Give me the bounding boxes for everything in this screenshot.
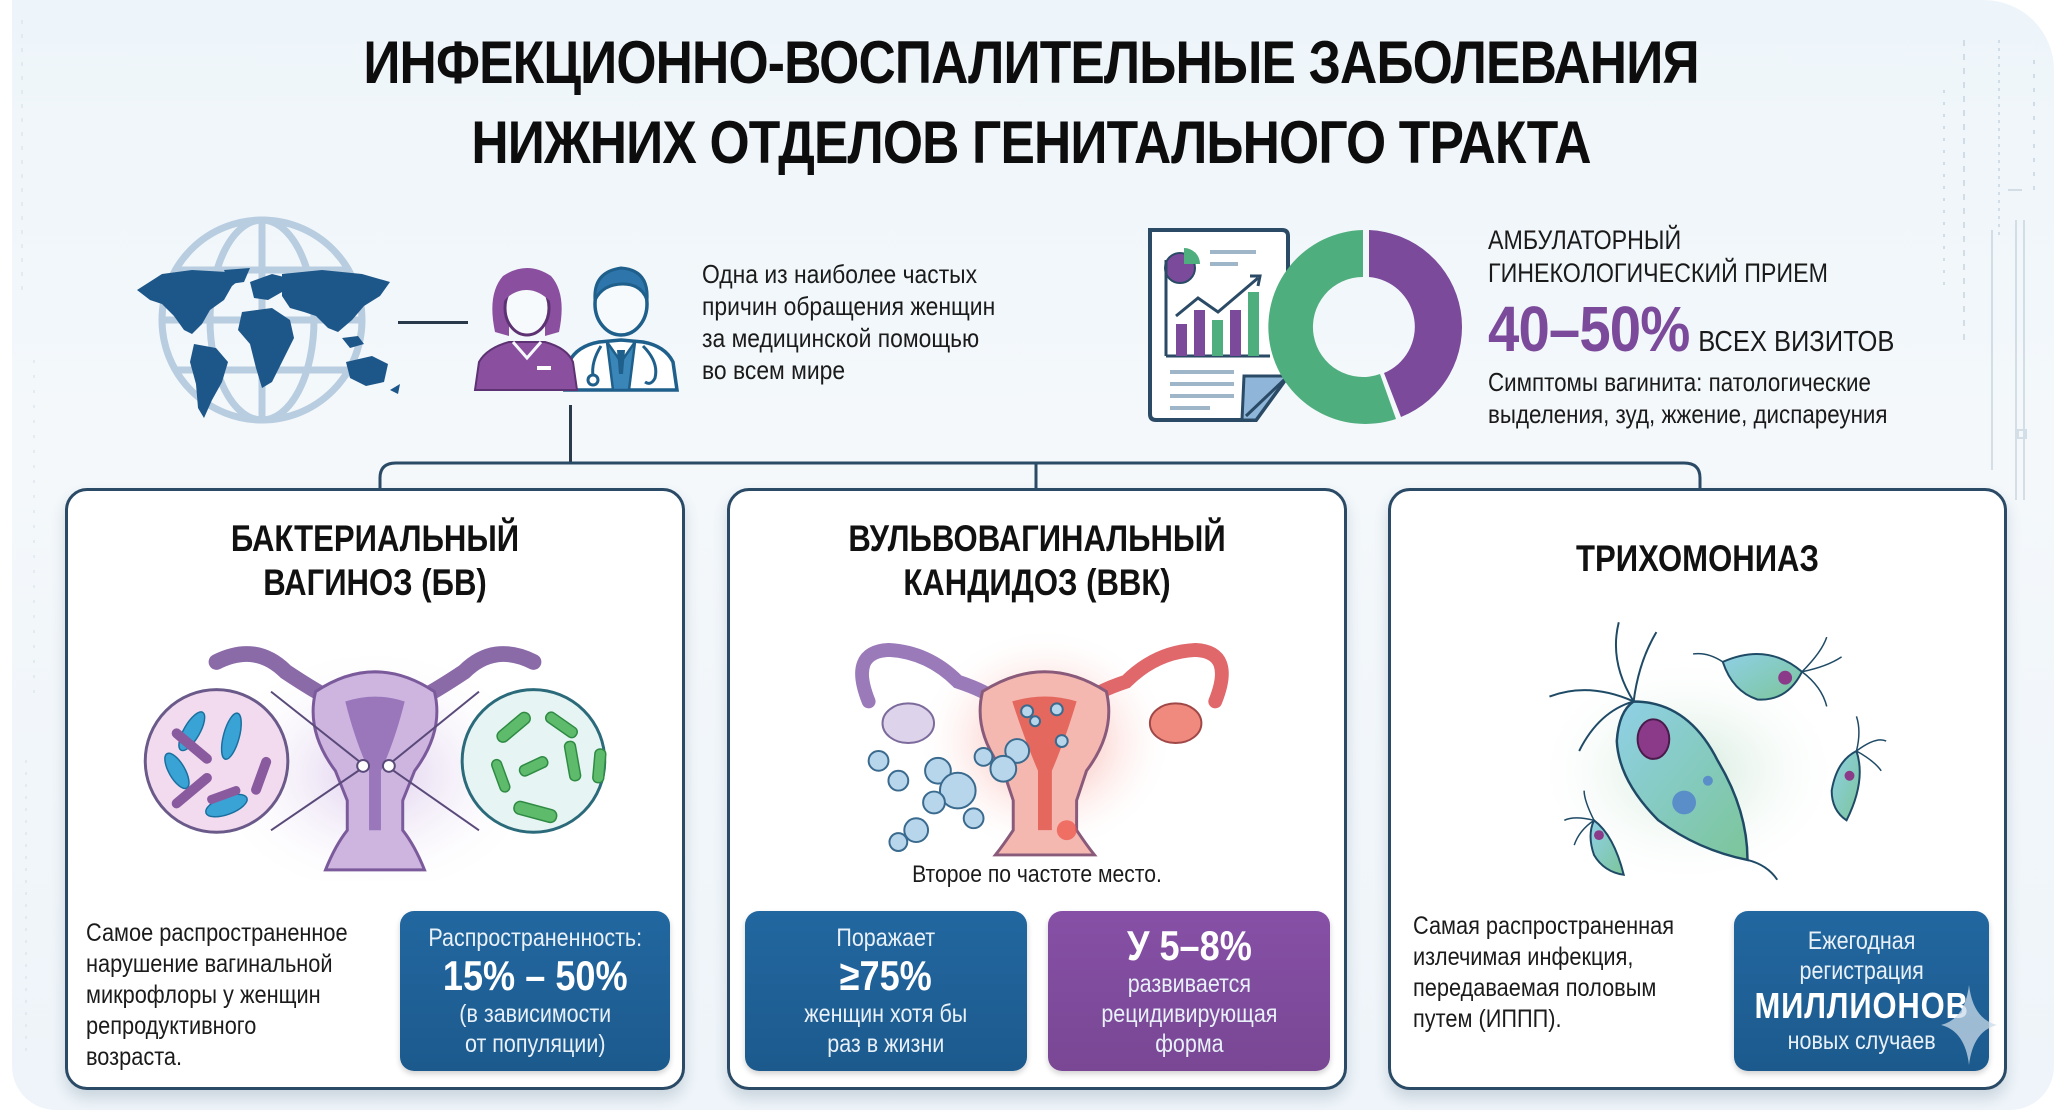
intro-line: Одна из наиболее частых: [702, 259, 978, 289]
stat-note: форма: [1154, 1030, 1224, 1058]
donut-chart-icon: [1268, 230, 1463, 424]
desc-line: путем (ИППП).: [1413, 1005, 1562, 1033]
tree-connector-stem: [569, 405, 572, 464]
stat-value: ≥75%: [839, 952, 933, 999]
stat-note: от популяции): [464, 1030, 606, 1058]
recurrent-stat-box: У 5–8% развивается рецидивирующая форма: [1048, 911, 1330, 1071]
report-chart-icon: [1148, 228, 1291, 422]
stat-value: МИЛЛИОНОВ: [1754, 985, 1969, 1026]
stat-label: Ежегодная: [1807, 927, 1916, 955]
ambulatory-heading: АМБУЛАТОРНЫЙ ГИНЕКОЛОГИЧЕСКИЙ ПРИЕМ: [1488, 224, 1828, 290]
desc-line: излечимая инфекция,: [1413, 943, 1634, 971]
card-trichomoniasis: ТРИХОМОНИАЗ: [1388, 488, 2007, 1090]
card-title: ТРИХОМОНИАЗ: [1440, 537, 1955, 581]
circuit-pattern-decoration-left: [21, 20, 35, 1060]
stat-note: (в зависимости: [459, 1000, 611, 1028]
symptoms-line2: выделения, зуд, жжение, диспареуния: [1488, 399, 1888, 429]
icon-connector-line: [398, 321, 468, 324]
ambulatory-heading-line2: ГИНЕКОЛОГИЧЕСКИЙ ПРИЕМ: [1488, 258, 1828, 288]
card-description: Самое распространенное нарушение вагинал…: [86, 918, 348, 1073]
card-title-line1: ТРИХОМОНИАЗ: [1576, 538, 1819, 579]
card-vulvovaginal-candidiasis: ВУЛЬВОВАГИНАЛЬНЫЙ КАНДИДОЗ (ВВК) Втор: [727, 488, 1347, 1090]
card-title-line2: ВАГИНОЗ (БВ): [263, 562, 487, 603]
symptoms-line1: Симптомы вагинита: патологические: [1488, 367, 1871, 397]
affects-stat-box: Поражает ≥75% женщин хотя бы раз в жизни: [745, 911, 1027, 1071]
desc-line: репродуктивного: [86, 1012, 257, 1040]
circuit-pattern-decoration: [1943, 40, 2035, 500]
sparkle-icon: [1941, 985, 1997, 1065]
ambulatory-percentage-suffix: ВСЕХ ВИЗИТОВ: [1698, 326, 1895, 358]
ambulatory-heading-line1: АМБУЛАТОРНЫЙ: [1488, 225, 1682, 255]
desc-line: Самое распространенное: [86, 919, 348, 947]
card-title: ВУЛЬВОВАГИНАЛЬНЫЙ КАНДИДОЗ (ВВК): [779, 517, 1295, 605]
intro-line: за медицинской помощью: [702, 323, 980, 353]
card-title-line1: БАКТЕРИАЛЬНЫЙ: [230, 518, 520, 559]
desc-line: Самая распространенная: [1413, 912, 1674, 940]
stat-note: рецидивирующая: [1100, 1000, 1278, 1028]
stat-label: Распространенность:: [428, 924, 642, 952]
annual-cases-stat-box: Ежегодная регистрация МИЛЛИОНОВ новых сл…: [1734, 911, 1997, 1071]
intro-line: причин обращения женщин: [702, 291, 996, 321]
desc-line: нарушение вагинальной: [86, 950, 333, 978]
uterus-candida-illustration: [855, 631, 1229, 857]
desc-line: передаваемая половым: [1413, 974, 1657, 1002]
prevalence-stat-box: Распространенность: 15% – 50% (в зависим…: [400, 911, 670, 1071]
intro-description: Одна из наиболее частых причин обращения…: [702, 258, 1019, 386]
card-title-line2: КАНДИДОЗ (ВВК): [903, 562, 1171, 603]
second-place-caption: Второе по частоте место.: [912, 861, 1162, 888]
uterus-bacteria-illustration: [143, 632, 607, 881]
symptoms-text: Симптомы вагинита: патологические выделе…: [1488, 366, 1888, 430]
stat-note: развивается: [1127, 970, 1251, 998]
stat-value: У 5–8%: [1126, 922, 1252, 969]
card-title: БАКТЕРИАЛЬНЫЙ ВАГИНОЗ (БВ): [117, 517, 633, 605]
card-title-line1: ВУЛЬВОВАГИНАЛЬНЫЙ: [848, 518, 1226, 559]
stat-label: Поражает: [836, 924, 936, 952]
doctors-icon: [473, 266, 680, 392]
card-description: Самая распространенная излечимая инфекци…: [1413, 911, 1674, 1035]
world-globe-icon: [137, 216, 400, 424]
ambulatory-stat: 40–50% ВСЕХ ВИЗИТОВ: [1488, 292, 1894, 366]
stat-label: регистрация: [1799, 957, 1924, 985]
desc-line: микрофлоры у женщин: [86, 981, 321, 1009]
page-title-line2: НИЖНИХ ОТДЕЛОВ ГЕНИТАЛЬНОГО ТРАКТА: [471, 109, 1591, 176]
intro-line: во всем мире: [702, 355, 846, 385]
stat-note: женщин хотя бы: [804, 1000, 968, 1028]
desc-line: возраста.: [86, 1043, 183, 1071]
stat-note: раз в жизни: [827, 1030, 945, 1058]
stat-note: новых случаев: [1787, 1027, 1936, 1055]
ambulatory-percentage: 40–50%: [1488, 293, 1690, 365]
card-bacterial-vaginosis: БАКТЕРИАЛЬНЫЙ ВАГИНОЗ (БВ): [65, 488, 685, 1090]
page-title-line1: ИНФЕКЦИОННО-ВОСПАЛИТЕЛЬНЫЕ ЗАБОЛЕВАНИЯ: [363, 29, 1699, 96]
trichomonas-illustration: [1529, 622, 1887, 890]
stat-value: 15% – 50%: [442, 952, 628, 999]
